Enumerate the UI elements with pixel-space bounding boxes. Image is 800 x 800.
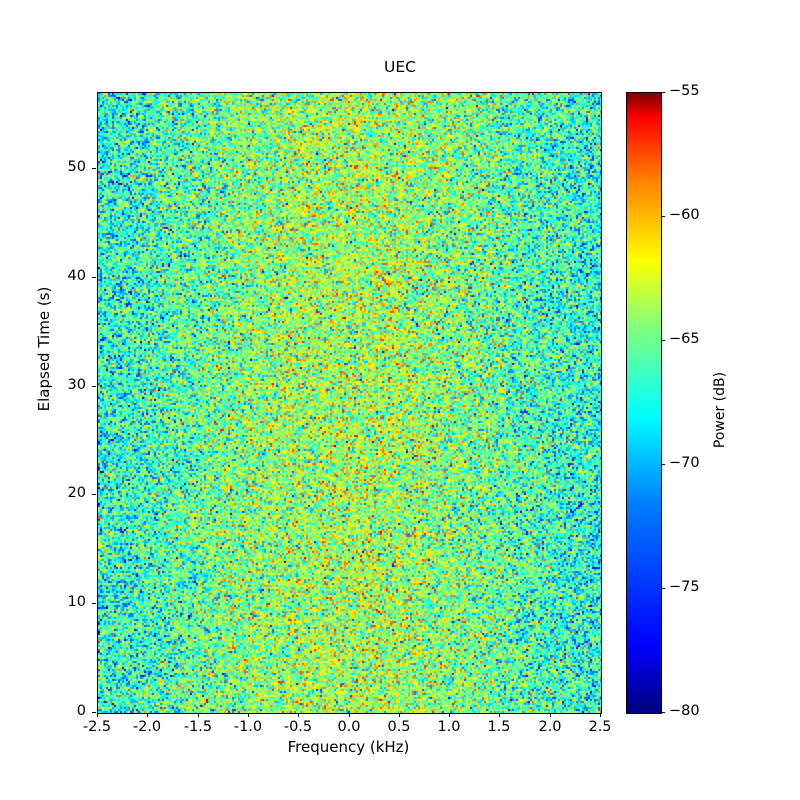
colorbar-tick-label: −75 <box>669 579 700 595</box>
x-tick <box>600 713 601 717</box>
x-tick <box>248 713 249 717</box>
colorbar-tick <box>661 216 665 217</box>
colorbar-tick <box>661 92 665 93</box>
y-axis-label: Elapsed Time (s) <box>35 286 53 412</box>
colorbar-label: Power (dB) <box>712 371 728 449</box>
x-tick-label: 0.0 <box>337 719 361 735</box>
x-tick-label: 0.5 <box>387 719 411 735</box>
x-tick <box>97 713 98 717</box>
x-tick <box>147 713 148 717</box>
y-tick-label: 0 <box>76 703 86 719</box>
x-tick-label: 1.0 <box>437 719 461 735</box>
colorbar-tick-label: −80 <box>669 703 700 719</box>
y-tick <box>92 603 96 604</box>
x-tick-label: -2.5 <box>82 719 112 735</box>
x-tick <box>349 713 350 717</box>
y-tick <box>92 386 96 387</box>
colorbar-tick-label: −70 <box>669 455 700 471</box>
x-tick <box>499 713 500 717</box>
y-tick <box>92 168 96 169</box>
x-tick <box>550 713 551 717</box>
y-tick-label: 40 <box>67 268 86 284</box>
x-axis-label: Frequency (kHz) <box>287 738 410 756</box>
x-tick <box>298 713 299 717</box>
colorbar-tick <box>661 588 665 589</box>
x-tick-label: 1.5 <box>487 719 511 735</box>
colorbar <box>626 92 662 714</box>
y-tick <box>92 277 96 278</box>
y-tick <box>92 494 96 495</box>
colorbar-tick-label: −55 <box>669 83 700 99</box>
colorbar-tick <box>661 464 665 465</box>
x-tick-label: 2.5 <box>588 719 612 735</box>
colorbar-tick-label: −60 <box>669 207 700 223</box>
x-tick-label: -1.0 <box>233 719 263 735</box>
y-tick-label: 50 <box>67 159 86 175</box>
x-tick <box>449 713 450 717</box>
colorbar-gradient <box>627 93 661 713</box>
x-tick-label: -0.5 <box>283 719 313 735</box>
spectrogram-image <box>98 93 601 713</box>
x-tick-label: -1.5 <box>183 719 213 735</box>
y-tick <box>92 712 96 713</box>
x-tick <box>399 713 400 717</box>
x-tick-label: 2.0 <box>538 719 562 735</box>
x-tick-label: -2.0 <box>132 719 162 735</box>
y-tick-label: 30 <box>67 377 86 393</box>
plot-axes <box>97 92 602 714</box>
y-tick-label: 10 <box>67 594 86 610</box>
colorbar-tick <box>661 712 665 713</box>
colorbar-tick-label: −65 <box>669 331 700 347</box>
title-line-station: UEC <box>384 58 416 76</box>
colorbar-tick <box>661 340 665 341</box>
y-tick-label: 20 <box>67 485 86 501</box>
x-tick <box>198 713 199 717</box>
